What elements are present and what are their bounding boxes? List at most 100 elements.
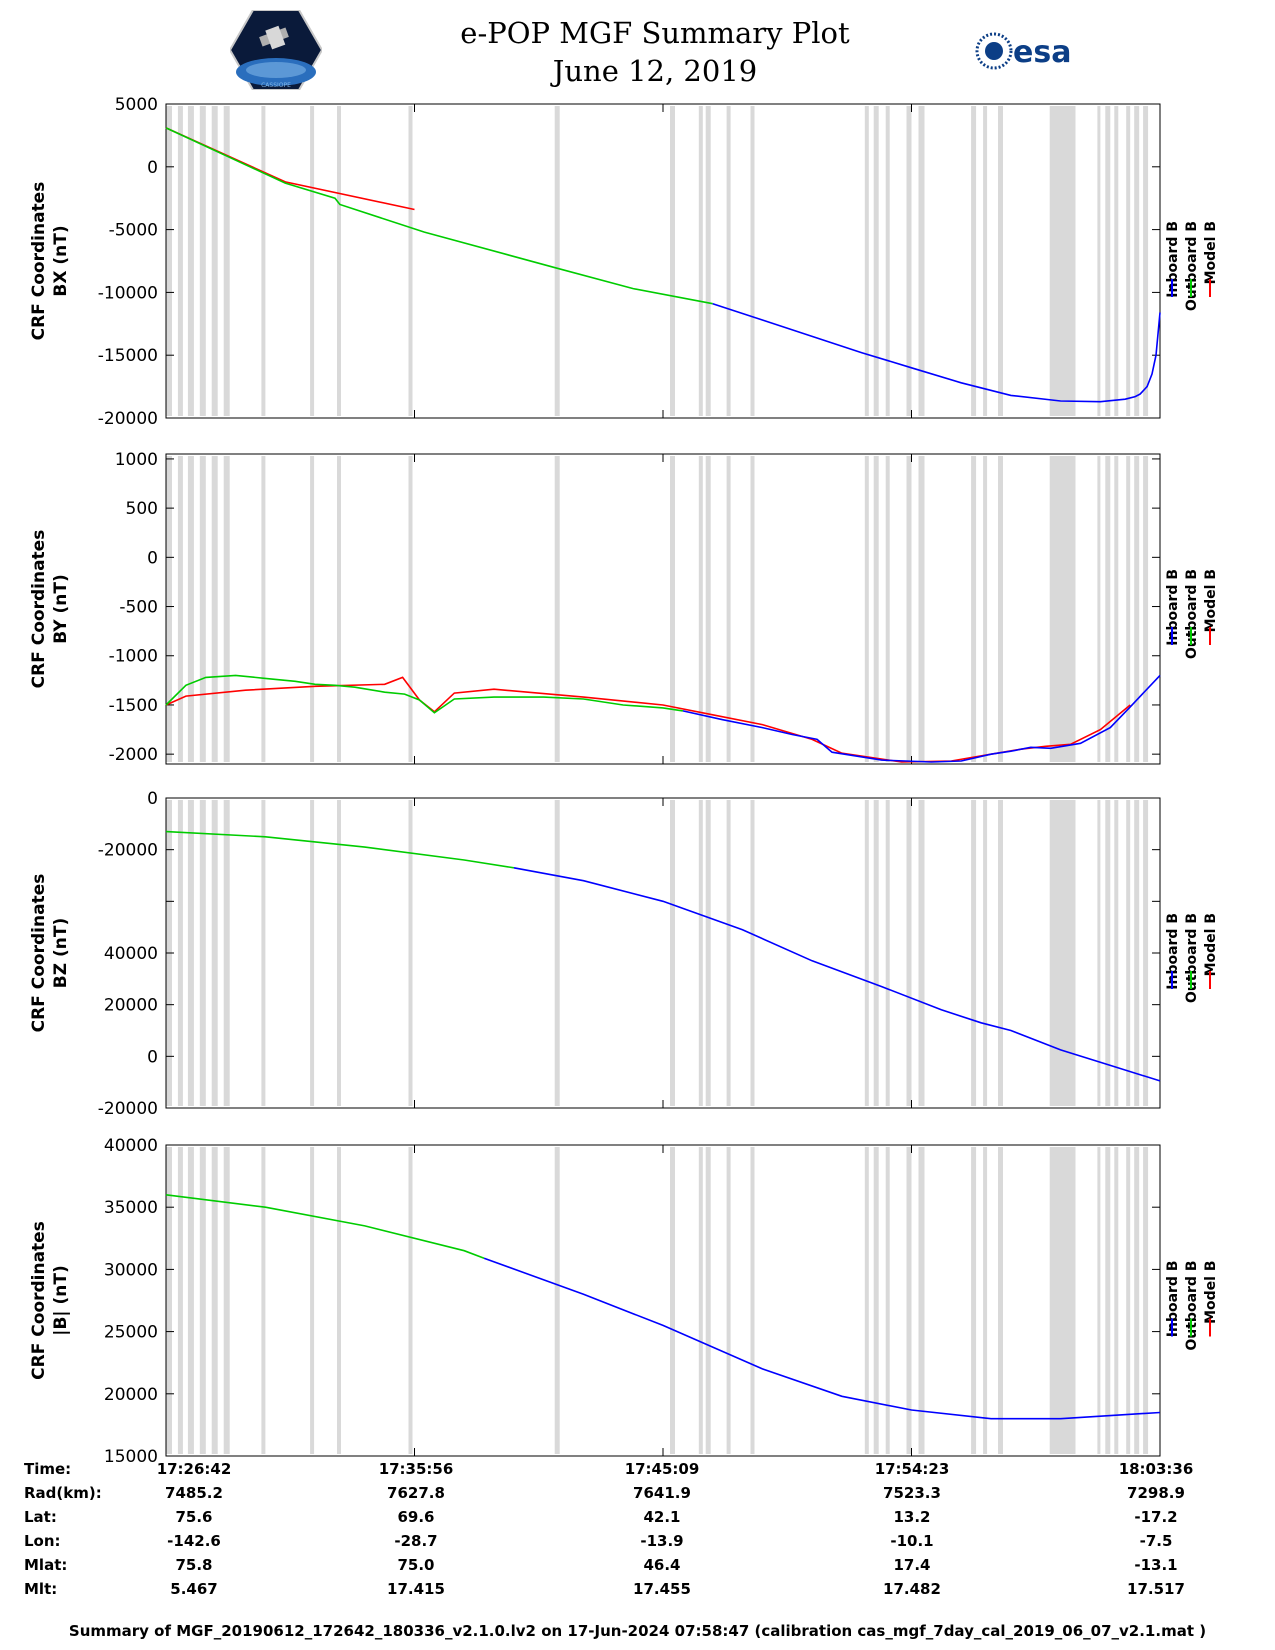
- data-gap-band: [998, 1147, 1003, 1454]
- data-gap-band: [906, 800, 912, 1106]
- data-gap-band: [1114, 106, 1119, 416]
- data-gap-band: [554, 106, 560, 416]
- legend-label: Outboard B: [1184, 221, 1200, 311]
- data-gap-band: [998, 800, 1003, 1106]
- data-gap-band: [998, 106, 1003, 416]
- data-gap-band: [918, 456, 925, 762]
- table-cell: 75.6: [175, 1508, 213, 1526]
- cassiope-logo-text: CASSIOPE: [261, 82, 291, 89]
- table-cell: -28.7: [394, 1532, 438, 1550]
- table-cell: 7523.3: [883, 1484, 941, 1502]
- data-gap-band: [885, 106, 890, 416]
- data-gap-band: [864, 1147, 869, 1454]
- data-gap-band: [983, 1147, 988, 1454]
- legend-label: Model B: [1203, 913, 1219, 976]
- y-tick-label: 25000: [104, 1323, 158, 1343]
- esa-logo: esa: [975, 32, 1071, 70]
- data-gap-band: [750, 800, 755, 1106]
- legend-label: Outboard B: [1184, 569, 1200, 659]
- y-tick-label: -1500: [109, 696, 158, 716]
- legend-label: Outboard B: [1184, 913, 1200, 1003]
- y-tick-label: -10000: [98, 283, 158, 303]
- data-gap-band: [177, 456, 183, 762]
- data-gap-band: [705, 1147, 711, 1454]
- data-gap-band: [554, 800, 560, 1106]
- table-cell: -13.1: [1134, 1556, 1178, 1574]
- table-cell: 7627.8: [387, 1484, 445, 1502]
- table-cell: 17.415: [387, 1580, 445, 1598]
- series-line-inboard: [483, 1257, 1161, 1420]
- y-axis-label-line1: CRF Coordinates: [29, 1221, 49, 1380]
- table-cell: -13.9: [640, 1532, 684, 1550]
- series-line-inboard: [712, 302, 1161, 403]
- data-gap-band: [187, 106, 194, 416]
- data-gap-band: [906, 456, 912, 762]
- data-gap-band: [705, 456, 711, 762]
- table-cell: -10.1: [890, 1532, 934, 1550]
- data-gap-band: [1134, 800, 1140, 1106]
- data-gap-band: [983, 800, 988, 1106]
- data-gap-band: [261, 106, 266, 416]
- table-cell: 69.6: [397, 1508, 435, 1526]
- data-gap-band: [971, 106, 977, 416]
- data-gap-band: [1143, 1147, 1149, 1454]
- data-gap-band: [1049, 800, 1076, 1106]
- data-gap-band: [408, 1147, 413, 1454]
- data-gap-band: [211, 106, 218, 416]
- data-gap-band: [177, 106, 183, 416]
- data-gap-band: [906, 106, 912, 416]
- data-gap-band: [1105, 800, 1111, 1106]
- table-cell: -17.2: [1134, 1508, 1178, 1526]
- data-gap-band: [211, 456, 218, 762]
- table-cell: 17.455: [633, 1580, 691, 1598]
- plot-title: e-POP MGF Summary Plot June 12, 2019: [0, 14, 1275, 90]
- data-gap-band: [885, 1147, 890, 1454]
- data-gap-band: [918, 800, 925, 1106]
- panel-frame: [165, 797, 1161, 1109]
- table-cell: 75.0: [397, 1556, 435, 1574]
- data-gap-band: [698, 1147, 703, 1454]
- y-tick-label: -20000: [98, 841, 158, 861]
- table-cell: 7298.9: [1127, 1484, 1185, 1502]
- data-gap-band: [554, 456, 560, 762]
- y-tick-label: 40000: [104, 1136, 158, 1156]
- data-gap-band: [670, 1147, 675, 1454]
- y-tick-label: 0: [147, 1047, 158, 1067]
- data-gap-band: [166, 1147, 172, 1454]
- data-gap-band: [177, 1147, 183, 1454]
- data-gap-band: [166, 456, 172, 762]
- data-gap-band: [971, 456, 977, 762]
- data-gap-band: [337, 800, 341, 1106]
- y-tick-label: 0: [147, 789, 158, 809]
- y-axis-label-line2: BZ (nT): [51, 918, 71, 988]
- y-tick-label: -20000: [98, 1099, 158, 1119]
- legend-label: Model B: [1203, 1261, 1219, 1324]
- y-tick-label: 20000: [104, 996, 158, 1016]
- data-gap-band: [670, 456, 675, 762]
- y-tick-label: 30000: [104, 1260, 158, 1280]
- data-gap-band: [1097, 1147, 1101, 1454]
- series-line-outboard: [165, 1194, 485, 1259]
- y-axis-label-line2: BY (nT): [51, 574, 71, 644]
- legend-label: Inboard B: [1165, 913, 1181, 990]
- data-gap-band: [261, 800, 266, 1106]
- data-gap-band: [223, 106, 230, 416]
- data-gap-band: [199, 106, 206, 416]
- table-cell: 7641.9: [633, 1484, 691, 1502]
- legend-label: Inboard B: [1165, 221, 1181, 298]
- y-tick-label: 0: [147, 158, 158, 178]
- data-gap-band: [726, 1147, 731, 1454]
- data-gap-band: [885, 456, 890, 762]
- y-tick-label: 35000: [104, 1198, 158, 1218]
- data-gap-band: [1049, 456, 1076, 762]
- table-cell: 17.517: [1127, 1580, 1185, 1598]
- data-gap-band: [1126, 1147, 1131, 1454]
- legend-label: Inboard B: [1165, 569, 1181, 646]
- data-gap-band: [199, 1147, 206, 1454]
- data-gap-band: [187, 1147, 194, 1454]
- table-cell: 17:54:23: [874, 1460, 950, 1478]
- data-gap-band: [873, 456, 879, 762]
- data-gap-band: [1134, 106, 1140, 416]
- panel-frame: [165, 1144, 1161, 1457]
